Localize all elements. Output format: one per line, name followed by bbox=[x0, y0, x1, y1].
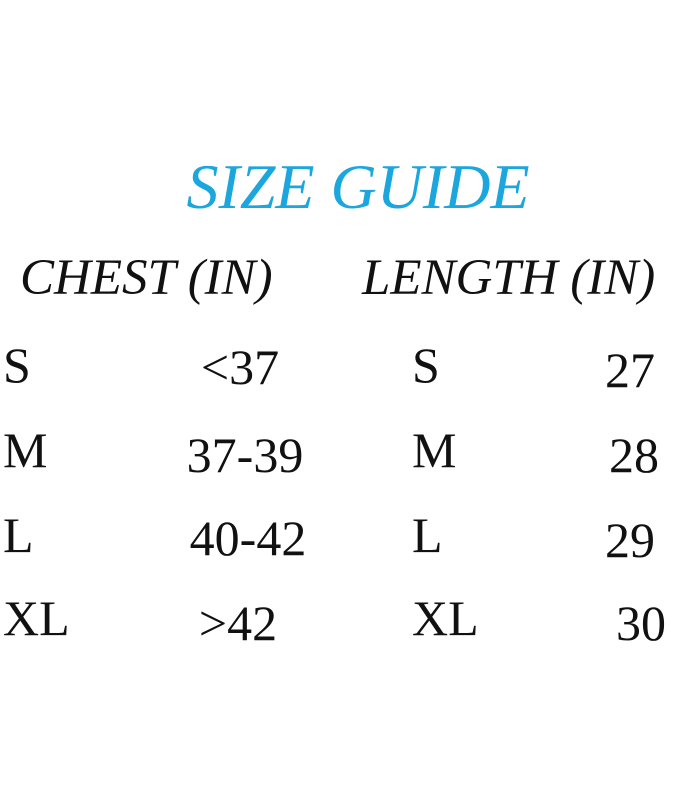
chest-value: 40-42 bbox=[189, 510, 307, 566]
chest-value: 37-39 bbox=[186, 427, 304, 483]
length-size: XL bbox=[412, 590, 479, 646]
chest-size: L bbox=[3, 507, 34, 563]
length-value: 29 bbox=[605, 512, 655, 568]
chest-size: M bbox=[3, 422, 48, 478]
page-title: SIZE GUIDE bbox=[186, 151, 530, 222]
chest-value: >42 bbox=[198, 595, 278, 651]
length-size: L bbox=[412, 507, 443, 563]
chest-value: <37 bbox=[200, 339, 280, 395]
chest-header: CHEST (IN) bbox=[20, 250, 273, 306]
chest-size: S bbox=[3, 337, 31, 393]
length-value: 27 bbox=[605, 342, 655, 398]
length-value: 28 bbox=[609, 427, 659, 483]
chest-size: XL bbox=[3, 590, 70, 646]
length-size: S bbox=[412, 337, 440, 393]
length-header: LENGTH (IN) bbox=[362, 250, 656, 306]
length-size: M bbox=[412, 422, 457, 478]
length-value: 30 bbox=[616, 595, 666, 651]
